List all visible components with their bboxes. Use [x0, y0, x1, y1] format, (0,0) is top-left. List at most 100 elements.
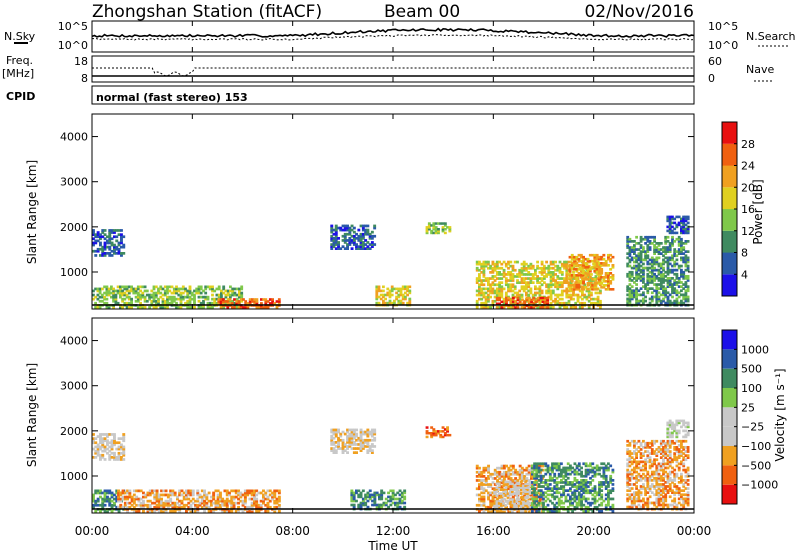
echo-cell — [650, 281, 654, 284]
echo-cell — [589, 470, 592, 474]
echo-cell — [546, 479, 550, 482]
echo-cell — [193, 299, 196, 303]
echo-cell — [630, 295, 634, 299]
echo-cell — [108, 503, 112, 507]
echo-cell — [487, 277, 490, 280]
echo-cell — [498, 281, 501, 284]
echo-cell — [153, 489, 157, 493]
echo-cell — [577, 468, 581, 472]
echo-cell — [397, 289, 401, 293]
echo-cell — [216, 493, 220, 497]
echo-cell — [221, 499, 225, 503]
echo-cell — [664, 252, 668, 255]
echo-cell — [670, 215, 674, 219]
echo-cell — [264, 503, 268, 507]
echo-cell — [555, 510, 559, 513]
echo-cell — [177, 306, 181, 309]
echo-cell — [609, 481, 613, 484]
echo-cell — [384, 301, 387, 305]
echo-cell — [527, 293, 531, 297]
echo-cell — [226, 291, 230, 295]
echo-cell — [162, 493, 166, 497]
echo-cell — [480, 293, 484, 297]
echo-cell — [523, 300, 527, 304]
echo-cell — [352, 434, 356, 438]
echo-cell — [635, 272, 638, 276]
echo-cell — [173, 510, 177, 513]
echo-cell — [523, 306, 527, 309]
echo-cell — [519, 504, 523, 507]
echo-cell — [657, 277, 661, 280]
echo-cell — [375, 291, 379, 295]
echo-cell — [576, 295, 580, 299]
echo-cell — [231, 293, 235, 297]
echo-cell — [573, 499, 577, 503]
echo-cell — [653, 240, 656, 243]
echo-cell — [637, 254, 641, 258]
echo-cell — [655, 295, 659, 299]
echo-cell — [571, 503, 574, 507]
echo-cell — [680, 217, 683, 221]
echo-cell — [359, 505, 363, 509]
echo-cell — [191, 493, 195, 497]
echo-cell — [125, 295, 129, 299]
echo-cell — [480, 301, 484, 305]
echo-cell — [583, 295, 587, 299]
echo-cell — [396, 503, 400, 507]
echo-cell — [391, 495, 395, 499]
echo-cell — [653, 462, 656, 466]
echo-cell — [520, 266, 524, 270]
echo-cell — [185, 495, 188, 499]
echo-cell — [586, 464, 590, 468]
echo-cell — [580, 501, 583, 505]
echo-cell — [607, 257, 610, 261]
echo-cell — [657, 291, 661, 295]
echo-cell — [653, 460, 656, 464]
echo-cell — [639, 454, 643, 457]
echo-cell — [639, 456, 643, 459]
echo-cell — [169, 503, 173, 507]
echo-cell — [188, 287, 192, 291]
echo-cell — [664, 448, 668, 451]
echo-cell — [560, 474, 563, 478]
echo-cell — [121, 491, 125, 495]
echo-cell — [355, 232, 358, 236]
echo-cell — [682, 242, 686, 245]
echo-cell — [630, 474, 634, 478]
echo-cell — [571, 470, 574, 474]
echo-cell — [573, 264, 576, 267]
echo-cell — [496, 470, 499, 474]
echo-cell — [671, 254, 674, 258]
echo-cell — [403, 497, 407, 501]
echo-cell — [522, 486, 525, 489]
echo-cell — [520, 268, 524, 272]
echo-cell — [92, 243, 95, 247]
echo-cell — [92, 505, 95, 509]
echo-cell — [382, 299, 385, 303]
echo-cell — [522, 279, 526, 282]
echo-cell — [600, 481, 604, 484]
echo-cell — [570, 268, 574, 271]
echo-cell — [662, 268, 665, 272]
echo-cell — [368, 493, 372, 497]
echo-cell — [540, 289, 544, 293]
echo-cell — [668, 270, 672, 274]
echo-cell — [604, 274, 608, 277]
echo-cell — [675, 281, 679, 284]
echo-cell — [482, 487, 486, 491]
echo-cell — [530, 302, 534, 305]
echo-cell — [569, 281, 573, 284]
echo-cell — [646, 483, 650, 486]
echo-cell — [591, 479, 595, 482]
echo-cell — [346, 428, 349, 432]
echo-cell — [587, 291, 591, 295]
echo-cell — [484, 299, 488, 303]
echo-cell — [518, 275, 522, 278]
echo-cell — [607, 491, 610, 495]
echo-cell — [502, 260, 506, 264]
echo-cell — [635, 460, 638, 464]
echo-cell — [127, 297, 131, 301]
echo-cell — [229, 289, 232, 293]
echo-cell — [572, 297, 575, 301]
echo-cell — [573, 491, 577, 495]
